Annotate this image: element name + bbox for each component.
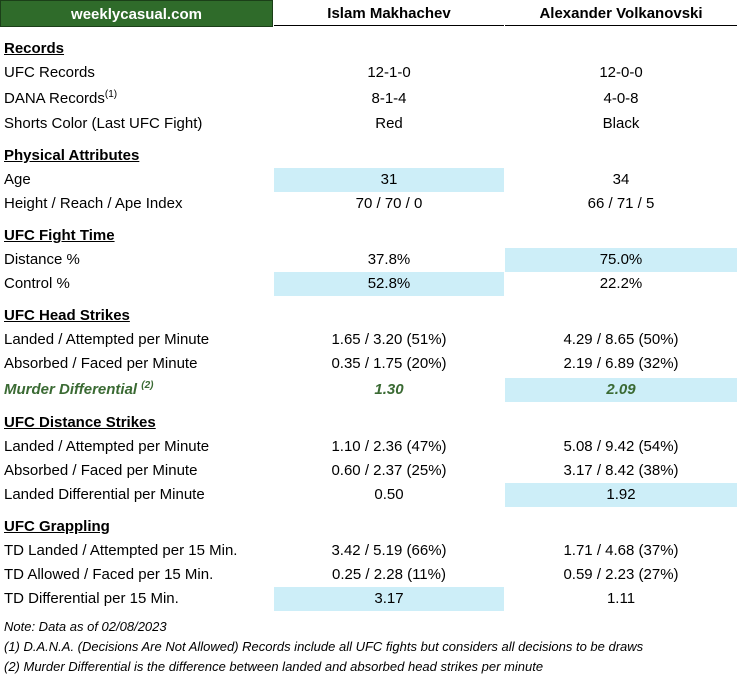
footnote-marker: (1) xyxy=(104,89,118,100)
fighter-1-value: Red xyxy=(375,115,403,132)
table-row: TD Landed / Attempted per 15 Min. 3.42 /… xyxy=(0,539,737,563)
table-row: Landed Differential per Minute 0.50 1.92 xyxy=(0,483,737,507)
fighter-2-name: Alexander Volkanovski xyxy=(505,2,737,26)
row-label: Landed Differential per Minute xyxy=(4,486,205,503)
row-label: TD Allowed / Faced per 15 Min. xyxy=(4,566,214,583)
row-label: Absorbed / Faced per Minute xyxy=(4,462,198,479)
section-grappling: UFC Grappling xyxy=(0,515,737,539)
fighter-1-value: 0.50 xyxy=(374,486,404,503)
fighter-2-value: 5.08 / 9.42 (54%) xyxy=(563,438,679,455)
footnote-1: (1) D.A.N.A. (Decisions Are Not Allowed)… xyxy=(4,639,644,654)
fighter-2-value: 1.71 / 4.68 (37%) xyxy=(563,542,679,559)
row-label: TD Landed / Attempted per 15 Min. xyxy=(4,542,238,559)
table-row: DANA Records(1) 8-1-4 4-0-8 xyxy=(0,87,737,111)
row-label: UFC Records xyxy=(4,64,95,81)
fighter-1-value: 37.8% xyxy=(367,251,411,268)
fighter-1-value: 12-1-0 xyxy=(367,64,411,81)
fighter-1-value: 0.25 / 2.28 (11%) xyxy=(332,566,446,583)
section-physical: Physical Attributes xyxy=(0,144,737,168)
header-row: Islam Makhachev Alexander Volkanovski xyxy=(0,2,737,26)
fighter-1-value: 0.60 / 2.37 (25%) xyxy=(331,462,447,479)
section-distance-strikes: UFC Distance Strikes xyxy=(0,411,737,435)
row-label: Murder Differential xyxy=(4,381,138,398)
row-label: Age xyxy=(4,171,31,188)
row-label-wrap: Murder Differential (2) xyxy=(4,378,154,402)
section-records: Records xyxy=(0,37,737,61)
fighter-1-value: 31 xyxy=(274,168,504,192)
footnote-marker: (2) xyxy=(141,380,154,391)
fighter-1-value: 1.30 xyxy=(374,381,404,398)
fighter-2-value: 2.19 / 6.89 (32%) xyxy=(563,355,679,372)
fighter-2-value: 4-0-8 xyxy=(603,90,639,107)
table-row: Control % 52.8% 22.2% xyxy=(0,272,737,296)
fighter-2-value: 4.29 / 8.65 (50%) xyxy=(563,331,679,348)
section-title: Physical Attributes xyxy=(4,147,140,164)
fighter-1-value: 70 / 70 / 0 xyxy=(355,195,423,212)
fighter-2-value: 34 xyxy=(612,171,630,188)
section-fight-time: UFC Fight Time xyxy=(0,224,737,248)
fighter-2-value: 75.0% xyxy=(505,248,737,272)
section-head-strikes: UFC Head Strikes xyxy=(0,304,737,328)
fighter-1-value: 0.35 / 1.75 (20%) xyxy=(331,355,447,372)
fighter-2-value: 1.11 xyxy=(606,590,636,607)
row-label: Control % xyxy=(4,275,70,292)
table-row: Shorts Color (Last UFC Fight) Red Black xyxy=(0,112,737,136)
row-label: Landed / Attempted per Minute xyxy=(4,438,210,455)
fighter-2-value: 12-0-0 xyxy=(599,64,643,81)
fighter-1-value: 3.42 / 5.19 (66%) xyxy=(331,542,447,559)
fighter-1-value: 3.17 xyxy=(274,587,504,611)
table-row: Age 31 34 xyxy=(0,168,737,192)
section-title: UFC Grappling xyxy=(4,518,110,535)
table-row: Murder Differential (2) 1.30 2.09 xyxy=(0,378,737,402)
fighter-1-value: 8-1-4 xyxy=(371,90,407,107)
brand-banner: weeklycasual.com xyxy=(0,0,273,27)
table-row: TD Differential per 15 Min. 3.17 1.11 xyxy=(0,587,737,611)
table-row: Absorbed / Faced per Minute 0.35 / 1.75 … xyxy=(0,352,737,376)
row-label: Distance % xyxy=(4,251,80,268)
row-label: Height / Reach / Ape Index xyxy=(4,195,183,212)
row-label: Shorts Color (Last UFC Fight) xyxy=(4,115,203,132)
table-row: Distance % 37.8% 75.0% xyxy=(0,248,737,272)
fighter-1-name: Islam Makhachev xyxy=(274,2,504,26)
section-title: UFC Head Strikes xyxy=(4,307,130,324)
fighter-1-value: 52.8% xyxy=(274,272,504,296)
row-label: Landed / Attempted per Minute xyxy=(4,331,210,348)
fighter-1-value: 1.65 / 3.20 (51%) xyxy=(331,331,447,348)
footnote-2: (2) Murder Differential is the differenc… xyxy=(4,659,544,674)
table-row: Absorbed / Faced per Minute 0.60 / 2.37 … xyxy=(0,459,737,483)
fighter-2-value: 1.92 xyxy=(505,483,737,507)
row-label: TD Differential per 15 Min. xyxy=(4,590,179,607)
note-date: Note: Data as of 02/08/2023 xyxy=(4,619,167,634)
section-title: UFC Fight Time xyxy=(4,227,115,244)
fighter-1-value: 1.10 / 2.36 (47%) xyxy=(331,438,447,455)
section-title: Records xyxy=(4,40,65,57)
table-row: Height / Reach / Ape Index 70 / 70 / 0 6… xyxy=(0,192,737,216)
table-row: TD Allowed / Faced per 15 Min. 0.25 / 2.… xyxy=(0,563,737,587)
section-title: UFC Distance Strikes xyxy=(4,414,156,431)
table-row: UFC Records 12-1-0 12-0-0 xyxy=(0,61,737,85)
fighter-2-value: 22.2% xyxy=(599,275,643,292)
table-row: Landed / Attempted per Minute 1.10 / 2.3… xyxy=(0,435,737,459)
row-label: DANA Records xyxy=(4,90,105,107)
table-row: Landed / Attempted per Minute 1.65 / 3.2… xyxy=(0,328,737,352)
fighter-2-value: 3.17 / 8.42 (38%) xyxy=(563,462,679,479)
row-label: Absorbed / Faced per Minute xyxy=(4,355,198,372)
fighter-2-value: Black xyxy=(602,115,640,132)
fighter-2-value: 66 / 71 / 5 xyxy=(587,195,655,212)
fighter-2-value: 0.59 / 2.23 (27%) xyxy=(563,566,679,583)
row-label-wrap: DANA Records(1) xyxy=(4,87,117,111)
fighter-2-value: 2.09 xyxy=(505,378,737,402)
